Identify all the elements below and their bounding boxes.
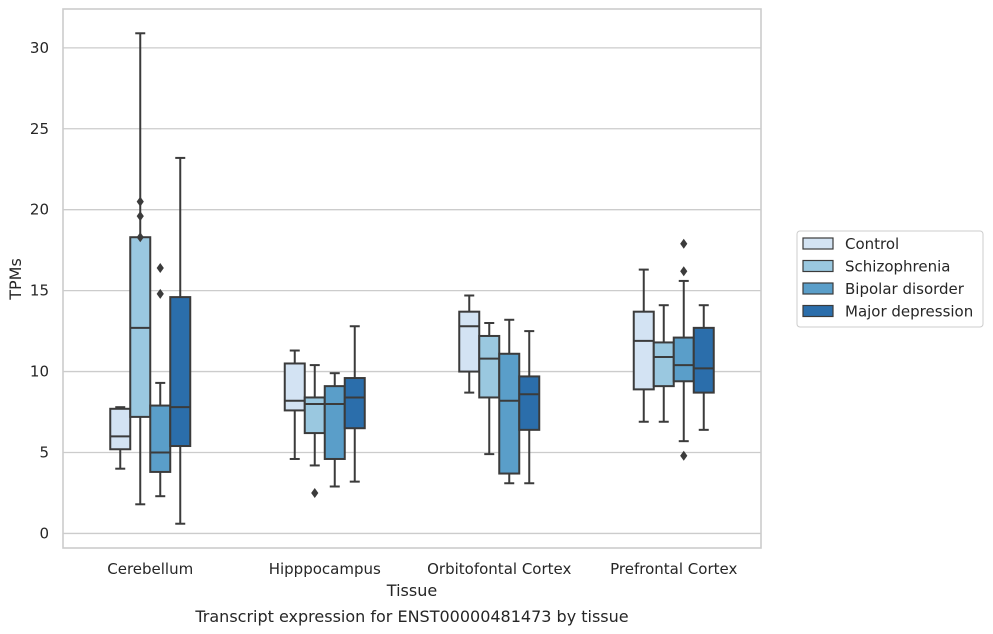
iqr-box	[458, 310, 481, 373]
iqr-box	[283, 362, 306, 412]
x-tick-label: Prefrontal Cortex	[610, 560, 737, 578]
legend-swatch	[802, 282, 834, 295]
y-tick-label: 25	[30, 120, 49, 138]
box-major-depression-1	[343, 325, 366, 483]
box-major-depression-0	[169, 156, 192, 525]
legend-swatch	[802, 304, 834, 318]
box-schizophrenia-0	[129, 32, 152, 506]
outlier-point	[156, 288, 164, 299]
box-schizophrenia-3	[652, 304, 675, 423]
outlier-point	[680, 450, 688, 461]
legend-label: Major depression	[845, 303, 973, 321]
iqr-box	[672, 336, 695, 383]
y-axis-title: TPMs	[6, 258, 25, 301]
y-tick-label: 5	[39, 444, 49, 462]
y-tick-labels: 0 5 10 15 20 25 30	[30, 39, 49, 543]
box-bipolar-disorder-3	[672, 238, 695, 461]
outlier-point	[136, 196, 144, 207]
box-control-0	[109, 406, 132, 470]
y-tick-label: 20	[30, 201, 49, 219]
box-bipolar-disorder-0	[149, 262, 172, 498]
iqr-box	[323, 385, 346, 460]
box-control-1	[283, 349, 306, 460]
legend-label: Bipolar disorder	[845, 280, 965, 298]
y-tick-label: 0	[39, 524, 49, 542]
legend-swatch	[802, 237, 834, 250]
legend-frame	[796, 230, 984, 328]
box-major-depression-2	[518, 330, 541, 485]
outlier-point	[680, 238, 688, 249]
x-tick-label: Cerebellum	[107, 560, 193, 578]
legend-label: Schizophrenia	[845, 258, 950, 276]
y-tick-label: 30	[30, 39, 49, 57]
iqr-box	[652, 341, 675, 388]
chart-caption: Transcript expression for ENST0000048147…	[194, 607, 628, 626]
boxes	[109, 32, 715, 525]
x-tick-label: Hipppocampus	[269, 560, 381, 578]
iqr-box	[632, 310, 655, 391]
legend-label: Control	[845, 235, 899, 253]
iqr-box	[692, 326, 715, 394]
iqr-box	[149, 404, 172, 473]
outlier-point	[311, 487, 319, 498]
outlier-point	[680, 266, 688, 277]
iqr-box	[518, 375, 541, 431]
iqr-box	[109, 407, 132, 451]
outlier-point	[136, 211, 144, 222]
outlier-point	[136, 232, 144, 243]
iqr-box	[343, 377, 366, 430]
legend: Control Schizophrenia Bipolar disorder Majo…	[796, 230, 984, 328]
iqr-box	[303, 396, 326, 435]
y-tick-label: 15	[30, 282, 49, 300]
box-schizophrenia-2	[478, 322, 501, 456]
y-tick-label: 10	[30, 363, 49, 381]
plot-frame	[62, 8, 762, 549]
x-tick-labels: Cerebellum Hipppocampus Orbitofontal Corte…	[107, 560, 737, 578]
iqr-box	[478, 334, 501, 399]
box-major-depression-3	[692, 304, 715, 431]
x-axis-title: Tissue	[386, 581, 437, 600]
x-tick-label: Orbitofontal Cortex	[427, 560, 571, 578]
iqr-box	[498, 352, 521, 475]
legend-swatch	[802, 259, 834, 273]
outlier-point	[156, 262, 164, 273]
iqr-box	[169, 296, 192, 448]
